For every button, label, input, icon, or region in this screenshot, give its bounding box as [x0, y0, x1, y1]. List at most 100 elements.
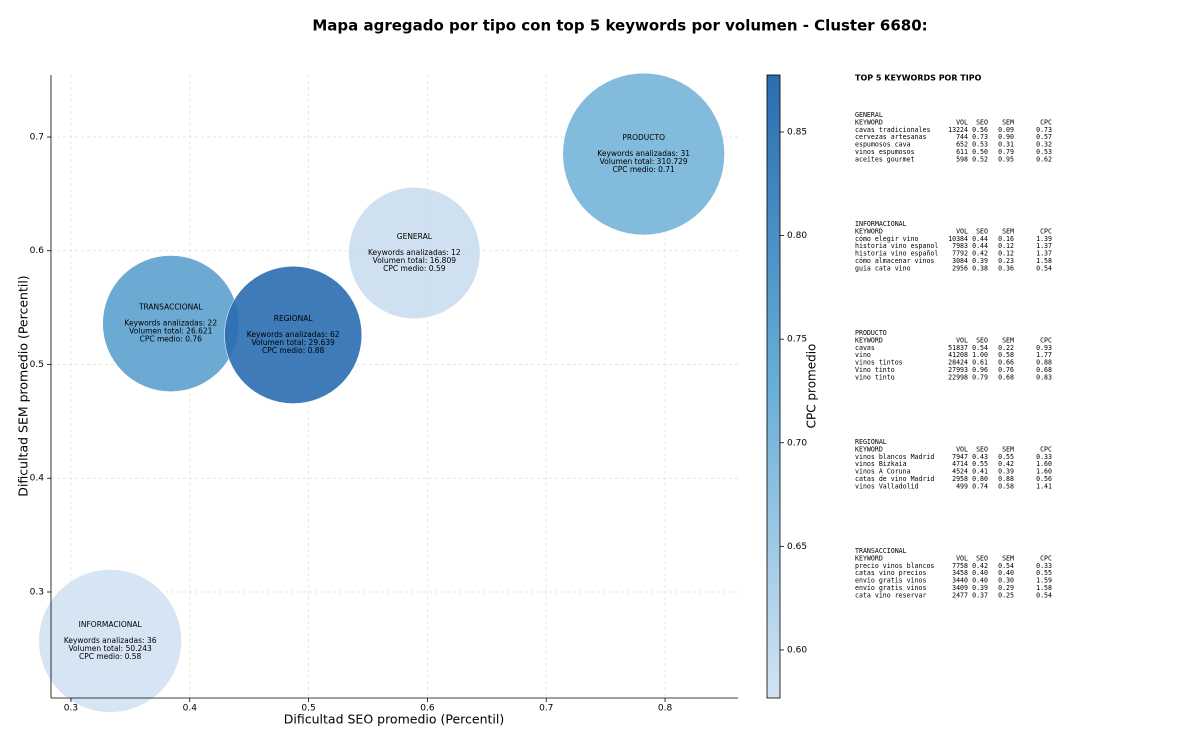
panel-cell: cavas tradicionales: [855, 126, 930, 134]
panel-cell: 0.95: [998, 155, 1014, 163]
panel-cell: vinos Valladolid: [855, 482, 919, 490]
panel-cell: 0.25: [998, 591, 1014, 599]
bubble: [38, 569, 182, 713]
bubble-volume: Volumen total: 29.639: [251, 338, 335, 347]
bubble-label: INFORMACIONAL: [79, 620, 143, 629]
panel-cell: 0.53: [972, 141, 988, 149]
panel-cell: 0.39: [998, 468, 1014, 476]
panel-cell: 744: [956, 133, 968, 141]
panel-cell: 0.58: [998, 482, 1014, 490]
panel-cell: 0.55: [998, 453, 1014, 461]
panel-cell: 0.40: [972, 577, 988, 585]
panel-cell: 0.30: [998, 577, 1014, 585]
bubble: [348, 187, 481, 319]
panel-cell: 1.58: [1036, 257, 1052, 265]
panel-column-header: SEO: [976, 554, 988, 562]
panel-cell: 0.53: [1036, 148, 1052, 156]
panel-cell: 0.88: [1036, 359, 1052, 367]
x-tick-label: 0.3: [64, 704, 78, 714]
panel-cell: 0.61: [972, 359, 988, 367]
panel-column-header: KEYWORD: [855, 445, 883, 453]
panel-column-header: SEM: [1002, 554, 1014, 562]
panel-column-header: SEM: [1002, 118, 1014, 126]
panel-cell: 0.74: [972, 482, 988, 490]
bubble-label: PRODUCTO: [622, 133, 665, 142]
panel-cell: 0.39: [972, 584, 988, 592]
panel-cell: 3458: [952, 569, 968, 577]
panel-cell: 0.54: [998, 562, 1014, 570]
panel-cell: 0.58: [998, 351, 1014, 359]
panel-cell: 0.36: [998, 264, 1014, 272]
colorbar-tick-label: 0.85: [787, 127, 807, 137]
panel-cell: 0.37: [972, 591, 988, 599]
panel-cell: envio gratis vinos: [855, 577, 926, 585]
panel-cell: 0.38: [972, 264, 988, 272]
panel-cell: 0.12: [998, 242, 1014, 250]
panel-cell: 0.79: [998, 148, 1014, 156]
panel-column-header: VOL: [956, 336, 968, 344]
panel-cell: 0.52: [972, 155, 988, 163]
panel-cell: 0.44: [972, 242, 988, 250]
panel-cell: catas de vino Madrid: [855, 475, 934, 483]
panel-cell: cómo elegir vino: [855, 235, 919, 243]
panel-column-header: SEO: [976, 118, 988, 126]
y-axis-label: Dificultad SEM promedio (Percentil): [16, 275, 31, 496]
bubble-label: GENERAL: [397, 232, 433, 241]
y-tick-label: 0.4: [30, 474, 45, 484]
panel-group-title: REGIONAL: [855, 438, 887, 446]
panel-cell: vinos espumosos: [855, 148, 915, 156]
panel-cell: 1.37: [1036, 242, 1052, 250]
panel-cell: 7758: [952, 562, 968, 570]
panel-group-title: TRANSACCIONAL: [855, 547, 907, 555]
chart-title: Mapa agregado por tipo con top 5 keyword…: [312, 17, 927, 35]
panel-cell: 0.56: [1036, 475, 1052, 483]
bubble-cpc: CPC medio: 0.76: [140, 335, 203, 344]
panel-cell: 1.77: [1036, 351, 1052, 359]
bubble-keywords: Keywords analizadas: 12: [368, 248, 461, 257]
panel-group-title: GENERAL: [855, 111, 883, 119]
panel-cell: 2956: [952, 264, 968, 272]
x-tick-label: 0.5: [301, 704, 315, 714]
panel-cell: 0.39: [972, 257, 988, 265]
panel-cell: cómo almacenar vinos: [855, 257, 934, 265]
panel-cell: 0.80: [972, 475, 988, 483]
panel-column-header: CPC: [1040, 445, 1052, 453]
panel-cell: 0.12: [998, 250, 1014, 258]
panel-group-title: INFORMACIONAL: [855, 220, 907, 228]
bubble-cpc: CPC medio: 0.59: [383, 264, 446, 273]
panel-cell: 0.31: [998, 141, 1014, 149]
panel-cell: 652: [956, 141, 968, 149]
panel-column-header: KEYWORD: [855, 118, 883, 126]
panel-cell: 0.73: [972, 133, 988, 141]
panel-column-header: CPC: [1040, 554, 1052, 562]
y-tick-label: 0.5: [30, 360, 44, 370]
panel-cell: espumosos cava: [855, 141, 911, 149]
colorbar-label: CPC promedio: [805, 344, 819, 429]
panel-cell: 0.56: [972, 126, 988, 134]
bubble-volume: Volumen total: 26.621: [129, 327, 213, 336]
x-tick-label: 0.8: [658, 704, 673, 714]
panel-cell: 0.44: [972, 235, 988, 243]
panel-cell: 0.83: [1036, 373, 1052, 381]
panel-cell: 41208: [948, 351, 968, 359]
x-axis-label: Dificultad SEO promedio (Percentil): [284, 712, 504, 727]
panel-cell: 22998: [948, 373, 968, 381]
panel-cell: 1.00: [972, 351, 988, 359]
bubble: [224, 266, 363, 404]
panel-cell: 28424: [948, 359, 968, 367]
colorbar-tick-label: 0.70: [787, 438, 807, 448]
panel-cell: 1.58: [1036, 584, 1052, 592]
panel-cell: guia cata vino: [855, 264, 911, 272]
panel-cell: 0.57: [1036, 133, 1052, 141]
panel-cell: 499: [956, 482, 968, 490]
panel-cell: 0.23: [998, 257, 1014, 265]
panel-column-header: SEO: [976, 445, 988, 453]
panel-cell: 1.39: [1036, 235, 1052, 243]
panel-cell: 7792: [952, 250, 968, 258]
panel-column-header: SEM: [1002, 336, 1014, 344]
panel-cell: 0.22: [998, 344, 1014, 352]
panel-cell: 0.96: [972, 366, 988, 374]
panel-cell: 0.90: [998, 133, 1014, 141]
panel-column-header: KEYWORD: [855, 336, 883, 344]
